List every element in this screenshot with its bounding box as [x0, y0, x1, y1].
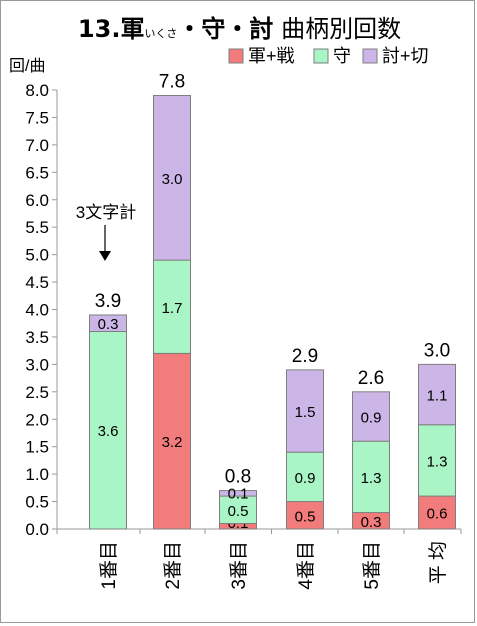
segment-data-label: 3.0: [162, 171, 183, 188]
segment-data-label: 0.5: [228, 503, 249, 520]
bar-segment: [418, 363, 456, 426]
bar-segment: [219, 495, 257, 525]
segment-data-label: 0.9: [361, 410, 382, 427]
legend-entry-label: 軍+戦: [248, 46, 295, 66]
bar-segment: [153, 259, 191, 354]
x-category-label: 1番目: [98, 541, 120, 590]
bar-segment: [153, 352, 191, 530]
y-tick-label: 0.0: [25, 520, 49, 539]
total-data-label: 2.9: [292, 346, 318, 367]
title-main: 13.軍: [77, 15, 145, 43]
y-axis-unit-label: 回/曲: [9, 57, 45, 75]
total-data-label: 7.8: [159, 71, 185, 92]
legend-swatch: [362, 48, 378, 64]
bar-segment: [352, 391, 390, 442]
total-data-label: 3.0: [424, 340, 450, 361]
x-category-label: 2番目: [162, 541, 184, 590]
y-tick-label: 7.0: [25, 136, 49, 155]
segment-data-label: 0.3: [98, 316, 119, 333]
bar-segment: [219, 490, 257, 497]
bar-segment: [89, 314, 127, 332]
y-tick-label: 6.0: [25, 191, 49, 210]
segment-data-label: 0.9: [295, 470, 316, 487]
total-data-label: 0.8: [225, 467, 251, 488]
x-category-label: 5番目: [361, 541, 383, 590]
y-tick-label: 3.5: [25, 328, 49, 347]
y-tick-label: 1.0: [25, 465, 49, 484]
segment-data-label: 1.5: [295, 404, 316, 421]
bar-segment: [286, 369, 324, 453]
y-tick-label: 2.5: [25, 383, 49, 402]
title-mid: ・守・討: [177, 15, 274, 43]
segment-data-label: 0.5: [295, 508, 316, 525]
segment-data-label: 3.2: [162, 434, 183, 451]
bar-segment: [418, 495, 456, 530]
segment-data-label: 0.1: [228, 485, 249, 502]
annotation-arrow-head: [99, 251, 111, 261]
segment-data-label: 0.6: [427, 506, 448, 523]
bar-segment: [286, 451, 324, 503]
total-data-label: 2.6: [358, 368, 384, 389]
y-tick-label: 3.0: [25, 355, 49, 374]
y-tick-label: 0.5: [25, 493, 49, 512]
total-data-label: 3.9: [95, 291, 121, 312]
y-tick-label: 4.0: [25, 301, 49, 320]
segment-data-label: 1.7: [162, 300, 183, 317]
title-rest: 曲柄別回数: [273, 15, 402, 43]
segment-data-label: 0.3: [361, 514, 382, 531]
title-ruby: いくさ: [144, 27, 178, 40]
segment-data-label: 3.6: [98, 423, 119, 440]
bar-segment: [352, 440, 390, 514]
y-tick-label: 7.5: [25, 108, 49, 127]
y-tick-label: 5.0: [25, 246, 49, 265]
bar-segment: [153, 94, 191, 261]
x-category-label: 平 均: [427, 541, 449, 584]
legend-entry-label: 討+切: [382, 46, 429, 66]
segment-data-label: 1.3: [427, 453, 448, 470]
segment-data-label: 1.3: [361, 470, 382, 487]
x-category-label: 3番目: [228, 541, 250, 590]
legend-swatch: [313, 48, 329, 64]
y-tick-label: 4.5: [25, 273, 49, 292]
y-tick-label: 5.5: [25, 218, 49, 237]
bar-segment: [418, 424, 456, 497]
y-tick-label: 8.0: [25, 81, 49, 100]
legend-entry-label: 守: [333, 46, 351, 66]
x-category-label: 4番目: [295, 541, 317, 590]
chart-title: 13.軍いくさ・守・討 曲柄別回数: [1, 9, 477, 44]
legend-swatch: [228, 48, 244, 64]
bar-segment: [286, 501, 324, 530]
y-tick-label: 6.5: [25, 163, 49, 182]
y-tick-label: 2.0: [25, 410, 49, 429]
segment-data-label: 1.1: [427, 388, 448, 405]
bar-segment: [89, 330, 127, 530]
y-tick-label: 1.5: [25, 438, 49, 457]
annotation-label: 3文字計: [76, 203, 136, 222]
